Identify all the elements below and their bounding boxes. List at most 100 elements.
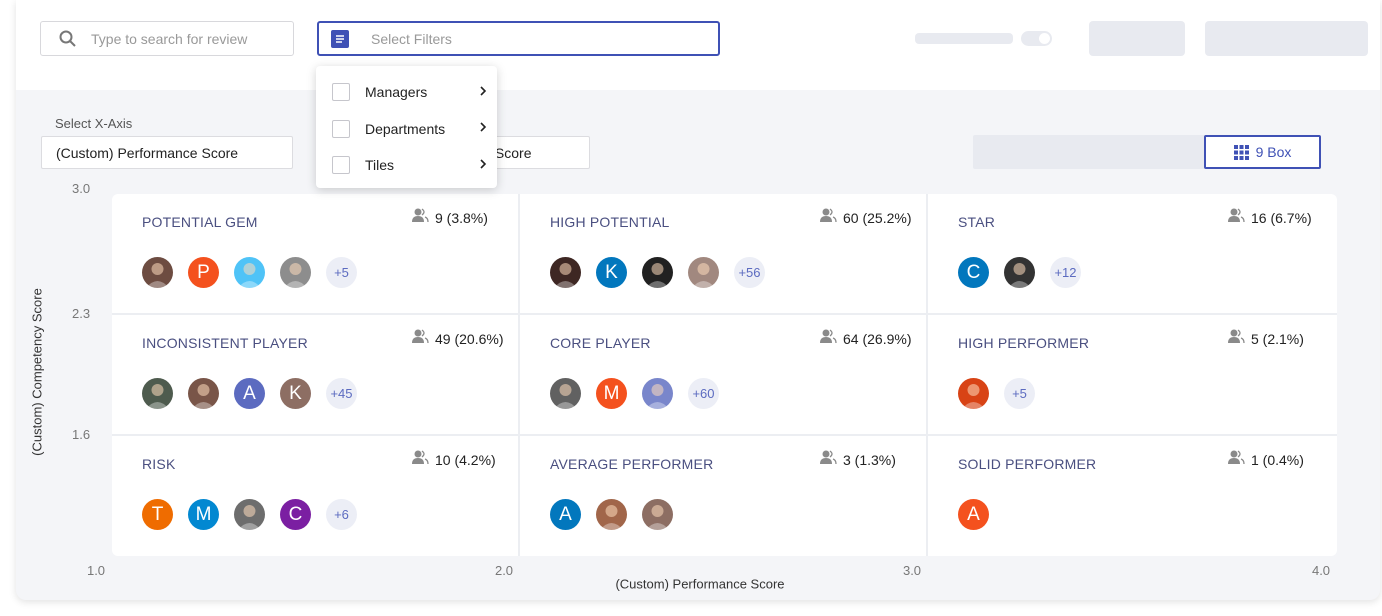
box-cell[interactable]: INCONSISTENT PLAYER 49 (20.6%) A K +45 bbox=[112, 315, 520, 436]
x-tick-label: 3.0 bbox=[902, 563, 922, 578]
box-cell[interactable]: AVERAGE PERFORMER 3 (1.3%) A bbox=[520, 436, 928, 556]
box-cell[interactable]: SOLID PERFORMER 1 (0.4%) A bbox=[928, 436, 1337, 556]
grid-icon bbox=[1233, 144, 1249, 160]
person-icon bbox=[1228, 450, 1245, 470]
y-tick-label: 1.6 bbox=[72, 427, 91, 442]
avatar[interactable] bbox=[642, 378, 673, 409]
avatar[interactable] bbox=[550, 378, 581, 409]
avatar[interactable] bbox=[280, 257, 311, 288]
person-icon bbox=[820, 450, 837, 470]
nine-box-label: 9 Box bbox=[1255, 144, 1292, 160]
chevron bbox=[479, 157, 487, 174]
avatar[interactable] bbox=[550, 257, 581, 288]
box-count: 60 (25.2%) bbox=[843, 210, 912, 226]
filter-box[interactable]: Select Filters bbox=[317, 21, 720, 56]
box-count: 5 (2.1%) bbox=[1251, 331, 1304, 347]
person-icon bbox=[820, 329, 837, 349]
checkbox[interactable] bbox=[332, 119, 350, 138]
box-title: HIGH PERFORMER bbox=[958, 335, 1090, 351]
more-count[interactable]: +5 bbox=[1004, 378, 1035, 409]
box-title: HIGH POTENTIAL bbox=[550, 214, 670, 230]
more-count[interactable]: +56 bbox=[734, 257, 765, 288]
x-tick-label: 2.0 bbox=[494, 563, 514, 578]
avatar[interactable]: K bbox=[596, 257, 627, 288]
nine-box-panel: POTENTIAL GEM 9 (3.8%) P +5 HIGH POTENTIAL 60… bbox=[112, 194, 1337, 556]
more-count[interactable]: +45 bbox=[326, 378, 357, 409]
box-title: STAR bbox=[958, 214, 996, 230]
person-icon bbox=[412, 450, 429, 470]
card: Type to search for review Select Filters… bbox=[16, 0, 1380, 600]
chevron bbox=[479, 120, 487, 137]
x-tick-label: 1.0 bbox=[86, 563, 106, 578]
more-count[interactable]: +5 bbox=[326, 257, 357, 288]
avatar[interactable]: M bbox=[596, 378, 627, 409]
person-icon bbox=[412, 329, 429, 349]
avatar[interactable] bbox=[958, 378, 989, 409]
avatar[interactable] bbox=[596, 499, 627, 530]
option-label: Managers bbox=[365, 84, 428, 100]
person-icon bbox=[1228, 208, 1245, 228]
person-icon bbox=[1228, 329, 1245, 349]
box-title: POTENTIAL GEM bbox=[142, 214, 258, 230]
box-count: 10 (4.2%) bbox=[435, 452, 496, 468]
avatar[interactable] bbox=[1004, 257, 1035, 288]
toggle-switch[interactable] bbox=[1021, 31, 1052, 46]
filter-icon bbox=[331, 29, 349, 48]
search-box[interactable]: Type to search for review bbox=[40, 21, 294, 56]
avatar[interactable] bbox=[234, 257, 265, 288]
avatar[interactable]: C bbox=[958, 257, 989, 288]
x-tick-label: 4.0 bbox=[1311, 563, 1331, 578]
avatar[interactable]: C bbox=[280, 499, 311, 530]
chevron bbox=[479, 84, 487, 101]
filter-option[interactable]: Managers bbox=[316, 77, 497, 107]
more-count[interactable]: +60 bbox=[688, 378, 719, 409]
placeholder-button[interactable] bbox=[1205, 21, 1368, 56]
avatar[interactable]: T bbox=[142, 499, 173, 530]
x-axis-label: (Custom) Performance Score bbox=[615, 576, 785, 592]
box-cell[interactable]: STAR 16 (6.7%) C +12 bbox=[928, 194, 1337, 315]
avatar[interactable]: M bbox=[188, 499, 219, 530]
filter-option[interactable]: Tiles bbox=[316, 150, 497, 180]
box-cell[interactable]: CORE PLAYER 64 (26.9%) M +60 bbox=[520, 315, 928, 436]
avatar[interactable] bbox=[642, 499, 673, 530]
y-tick-label: 3.0 bbox=[72, 181, 91, 196]
avatar[interactable] bbox=[234, 499, 265, 530]
box-cell[interactable]: HIGH PERFORMER 5 (2.1%) +5 bbox=[928, 315, 1337, 436]
box-title: RISK bbox=[142, 456, 176, 472]
box-count: 16 (6.7%) bbox=[1251, 210, 1312, 226]
nine-box-button[interactable]: 9 Box bbox=[1204, 135, 1321, 169]
avatar[interactable]: A bbox=[958, 499, 989, 530]
filter-option[interactable]: Departments bbox=[316, 114, 497, 144]
checkbox[interactable] bbox=[332, 83, 350, 101]
box-cell[interactable]: RISK 10 (4.2%) T M C +6 bbox=[112, 436, 520, 556]
box-title: AVERAGE PERFORMER bbox=[550, 456, 714, 472]
avatar[interactable]: A bbox=[234, 378, 265, 409]
checkbox[interactable] bbox=[332, 156, 350, 174]
placeholder-button[interactable] bbox=[1089, 21, 1185, 56]
person-icon bbox=[820, 208, 837, 228]
avatar[interactable] bbox=[142, 378, 173, 409]
search-placeholder: Type to search for review bbox=[91, 30, 248, 47]
avatar[interactable] bbox=[142, 257, 173, 288]
avatar[interactable] bbox=[688, 257, 719, 288]
avatar[interactable] bbox=[642, 257, 673, 288]
more-count[interactable]: +6 bbox=[326, 499, 357, 530]
placeholder-bar bbox=[915, 33, 1013, 44]
search-icon bbox=[59, 30, 76, 47]
option-label: Departments bbox=[365, 120, 446, 137]
x-axis-select-label: Select X-Axis bbox=[55, 116, 133, 131]
avatar[interactable]: A bbox=[550, 499, 581, 530]
top-bar: Type to search for review Select Filters bbox=[16, 0, 1380, 90]
avatar[interactable] bbox=[188, 378, 219, 409]
avatar[interactable]: P bbox=[188, 257, 219, 288]
option-label: Tiles bbox=[365, 157, 395, 173]
box-count: 3 (1.3%) bbox=[843, 452, 896, 468]
more-count[interactable]: +12 bbox=[1050, 257, 1081, 288]
filter-placeholder: Select Filters bbox=[371, 30, 452, 47]
box-cell[interactable]: POTENTIAL GEM 9 (3.8%) P +5 bbox=[112, 194, 520, 315]
box-cell[interactable]: HIGH POTENTIAL 60 (25.2%) K +56 bbox=[520, 194, 928, 315]
avatar[interactable]: K bbox=[280, 378, 311, 409]
y-tick-label: 2.3 bbox=[72, 306, 91, 321]
x-axis-select[interactable]: (Custom) Performance Score bbox=[41, 136, 293, 169]
